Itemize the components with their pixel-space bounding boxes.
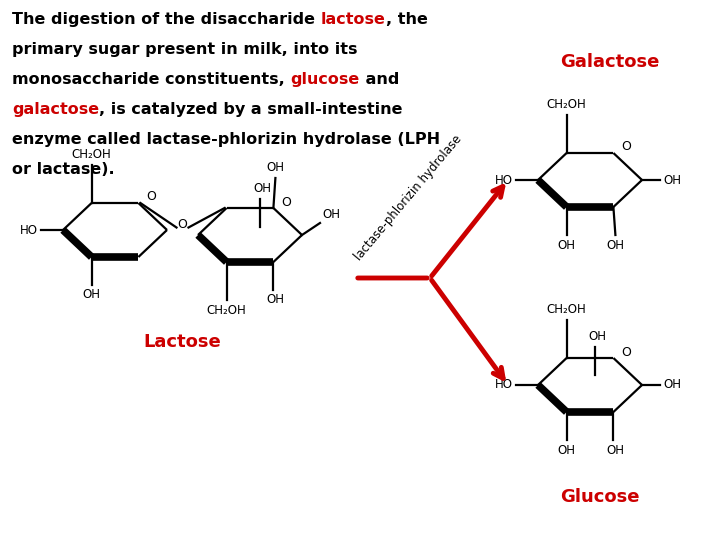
Text: HO: HO — [495, 379, 513, 392]
Text: Lactose: Lactose — [143, 333, 221, 351]
Text: OH: OH — [253, 182, 271, 195]
Text: HO: HO — [495, 173, 513, 186]
Text: Glucose: Glucose — [560, 488, 640, 506]
Text: O: O — [621, 140, 631, 153]
Text: O: O — [146, 191, 156, 204]
Text: OH: OH — [663, 173, 681, 186]
Text: lactose: lactose — [320, 12, 385, 27]
Text: OH: OH — [83, 288, 101, 301]
Text: OH: OH — [663, 379, 681, 392]
Text: OH: OH — [588, 330, 606, 343]
Text: CH₂OH: CH₂OH — [207, 304, 246, 317]
Text: CH₂OH: CH₂OH — [72, 148, 112, 161]
Text: OH: OH — [266, 161, 284, 174]
Text: primary sugar present in milk, into its: primary sugar present in milk, into its — [12, 42, 358, 57]
Text: glucose: glucose — [290, 72, 359, 87]
Text: OH: OH — [606, 444, 624, 457]
Text: or lactase).: or lactase). — [12, 162, 114, 177]
Text: OH: OH — [557, 239, 575, 252]
Text: OH: OH — [322, 208, 340, 221]
Text: The digestion of the disaccharide: The digestion of the disaccharide — [12, 12, 320, 27]
Text: , is catalyzed by a small-intestine: , is catalyzed by a small-intestine — [99, 102, 402, 117]
Text: and: and — [359, 72, 399, 87]
Text: OH: OH — [606, 239, 624, 252]
Text: O: O — [178, 218, 187, 231]
Text: OH: OH — [266, 293, 284, 306]
Text: , the: , the — [385, 12, 428, 27]
Text: CH₂OH: CH₂OH — [546, 303, 587, 316]
Text: monosaccharide constituents,: monosaccharide constituents, — [12, 72, 290, 87]
Text: HO: HO — [20, 224, 38, 237]
Text: lactase-phlorizin hydrolase: lactase-phlorizin hydrolase — [352, 133, 464, 263]
Text: enzyme called lactase-phlorizin hydrolase (LPH: enzyme called lactase-phlorizin hydrolas… — [12, 132, 440, 147]
Text: OH: OH — [557, 444, 575, 457]
Text: Galactose: Galactose — [560, 53, 660, 71]
Text: CH₂OH: CH₂OH — [546, 98, 587, 111]
Text: O: O — [621, 346, 631, 359]
Text: galactose: galactose — [12, 102, 99, 117]
Text: O: O — [282, 195, 292, 208]
